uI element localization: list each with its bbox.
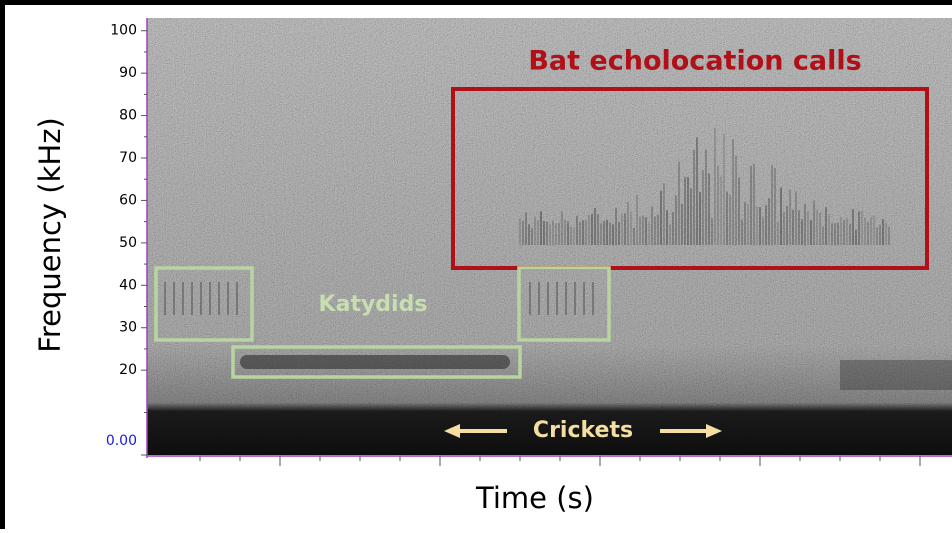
y-tick-label: 80 <box>119 108 137 124</box>
x-axis-title: Time (s) <box>475 481 594 515</box>
katydid-band <box>240 355 510 369</box>
y-tick-label: 20 <box>119 362 137 378</box>
annotation: Katydids <box>319 292 428 317</box>
y-tick-label: 40 <box>119 277 137 293</box>
y-tick-label: 50 <box>119 235 137 251</box>
annotation: Bat echolocation calls <box>528 46 861 77</box>
frame <box>0 0 5 529</box>
chart: Bat echolocation calls Katydids Crickets… <box>0 0 952 529</box>
y-tick-label: 30 <box>119 320 137 336</box>
insect-band <box>840 360 952 390</box>
frame <box>0 0 952 5</box>
y-tick-label: 60 <box>119 192 137 208</box>
y-tick-label: 100 <box>110 23 137 39</box>
y-tick-label: 90 <box>119 65 137 81</box>
annotation: Crickets <box>533 418 633 443</box>
spectrogram <box>147 18 952 455</box>
y-axis-title: Frequency (kHz) <box>33 117 67 352</box>
y-tick-label: 0.00 <box>106 433 137 449</box>
y-tick-label: 70 <box>119 150 137 166</box>
